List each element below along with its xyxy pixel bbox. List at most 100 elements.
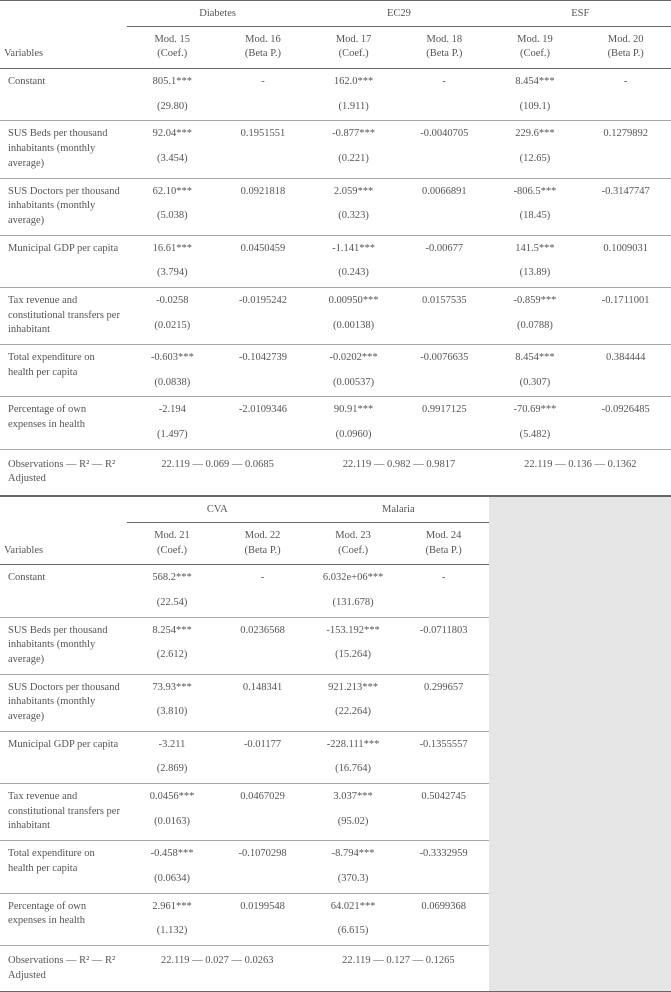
coef-value: -0.0202*** <box>312 351 395 366</box>
header-group: Diabetes <box>127 1 308 27</box>
se-value: (0.0788) <box>494 319 577 334</box>
coef-value: 0.0157535 <box>403 294 486 309</box>
coef-cell: -0.0040705 <box>399 121 490 178</box>
coef-value: -0.603*** <box>131 351 214 366</box>
coef-value: -0.0711803 <box>402 624 485 639</box>
coef-value: 162.0*** <box>312 75 395 90</box>
coef-cell: -0.877*** (0.221) <box>308 121 399 178</box>
coef-cell: 8.454*** (109.1) <box>490 69 581 121</box>
header-model: Mod. 19(Coef.) <box>490 26 581 68</box>
table-row: Total expenditure on health per capita-0… <box>0 345 671 397</box>
coef-value: -0.1070298 <box>221 847 304 862</box>
coef-cell: -0.0711803 <box>398 617 489 674</box>
coef-value: - <box>584 75 667 90</box>
coef-cell: -806.5*** (18.45) <box>490 178 581 235</box>
coef-cell: -228.111***(16.764) <box>308 731 399 783</box>
coef-cell: 0.0066891 <box>399 178 490 235</box>
coef-value: - <box>222 75 305 90</box>
coef-value: 0.0456*** <box>131 790 214 805</box>
se-value: (0.0163) <box>131 815 214 830</box>
coef-cell: -0.0258(0.0215) <box>127 287 218 344</box>
coef-cell: 0.5042745 <box>398 784 489 841</box>
coef-value: 229.6*** <box>494 127 577 142</box>
coef-value: - <box>402 571 485 586</box>
row-label: SUS Doctors per thousand inhabitants (mo… <box>0 674 127 731</box>
coef-cell: 0.0199548 <box>217 893 308 945</box>
coef-cell: 0.0456*** (0.0163) <box>127 784 218 841</box>
header-variables-label: Variables <box>0 26 127 68</box>
se-value: (0.00138) <box>312 319 395 334</box>
header-model: Mod. 22(Beta P.) <box>217 522 308 564</box>
coef-cell: 90.91***(0.0960) <box>308 397 399 449</box>
row-label: Percentage of own expenses in health <box>0 893 127 945</box>
se-value: (1.497) <box>131 428 214 443</box>
coef-value: -806.5*** <box>494 185 577 200</box>
coef-value: 0.0467029 <box>221 790 304 805</box>
se-value: (109.1) <box>494 100 577 115</box>
obs-value: 22.119 — 0.027 — 0.0263 <box>127 945 308 991</box>
coef-cell: 0.0921818 <box>218 178 309 235</box>
se-value: (3.454) <box>131 152 214 167</box>
coef-cell: 921.213***(22.264) <box>308 674 399 731</box>
coef-value: 141.5*** <box>494 242 577 257</box>
coef-value: -0.00677 <box>403 242 486 257</box>
coef-value: 0.1009031 <box>584 242 667 257</box>
se-value: (12.65) <box>494 152 577 167</box>
coef-cell: -0.1070298 <box>217 841 308 893</box>
se-value: (6.615) <box>312 924 395 939</box>
se-value: (0.323) <box>312 209 395 224</box>
coef-cell: 62.10***(5.038) <box>127 178 218 235</box>
coef-value: 0.0921818 <box>222 185 305 200</box>
coef-cell: -0.0076635 <box>399 345 490 397</box>
coef-cell: - <box>398 565 489 617</box>
coef-cell: 2.961***(1.132) <box>127 893 218 945</box>
se-value: (95.02) <box>312 815 395 830</box>
se-value: (131.678) <box>312 596 395 611</box>
coef-cell: - <box>580 69 671 121</box>
header-model: Mod. 24(Beta P.) <box>398 522 489 564</box>
coef-cell: 162.0*** (1.911) <box>308 69 399 121</box>
se-value: (3.810) <box>131 705 214 720</box>
se-value: (0.0634) <box>131 872 214 887</box>
row-label: SUS Beds per thousand inhabitants (month… <box>0 121 127 178</box>
coef-cell: -70.69***(5.482) <box>490 397 581 449</box>
se-value: (16.764) <box>312 762 395 777</box>
obs-label: Observations — R² — R² Adjusted <box>0 945 127 991</box>
coef-cell: 0.299657 <box>398 674 489 731</box>
se-value: (2.612) <box>131 648 214 663</box>
row-label: Tax revenue and constitutional transfers… <box>0 287 127 344</box>
se-value: (0.221) <box>312 152 395 167</box>
coef-value: -8.794*** <box>312 847 395 862</box>
coef-cell: -0.0202***(0.00537) <box>308 345 399 397</box>
coef-cell: 64.021***(6.615) <box>308 893 399 945</box>
coef-value: -0.0195242 <box>222 294 305 309</box>
se-value: (1.911) <box>312 100 395 115</box>
coef-value: 8.454*** <box>494 351 577 366</box>
header-variables <box>0 1 127 27</box>
coef-value: -0.3332959 <box>402 847 485 862</box>
coef-value: 3.037*** <box>312 790 395 805</box>
se-value: (5.038) <box>131 209 214 224</box>
se-value: (370.3) <box>312 872 395 887</box>
se-value: (18.45) <box>494 209 577 224</box>
coef-value: -0.1711001 <box>584 294 667 309</box>
row-label: Municipal GDP per capita <box>0 235 127 287</box>
coef-value: -0.877*** <box>312 127 395 142</box>
header-model: Mod. 16(Beta P.) <box>218 26 309 68</box>
obs-value: 22.119 — 0.982 — 0.9817 <box>308 449 489 495</box>
observations-row: Observations — R² — R² Adjusted22.119 — … <box>0 449 671 495</box>
row-label: SUS Beds per thousand inhabitants (month… <box>0 617 127 674</box>
coef-cell: 0.0699368 <box>398 893 489 945</box>
coef-cell: -0.1711001 <box>580 287 671 344</box>
obs-value: 22.119 — 0.069 — 0.0685 <box>127 449 308 495</box>
coef-value: 0.00950*** <box>312 294 395 309</box>
coef-value: -153.192*** <box>312 624 395 639</box>
coef-value: 8.454*** <box>494 75 577 90</box>
se-value: (29.80) <box>131 100 214 115</box>
coef-value: - <box>403 75 486 90</box>
coef-cell: 8.454***(0.307) <box>490 345 581 397</box>
se-value: (0.243) <box>312 266 395 281</box>
header-variables-label: Variables <box>0 522 127 564</box>
row-label: Percentage of own expenses in health <box>0 397 127 449</box>
row-label: Tax revenue and constitutional transfers… <box>0 784 127 841</box>
